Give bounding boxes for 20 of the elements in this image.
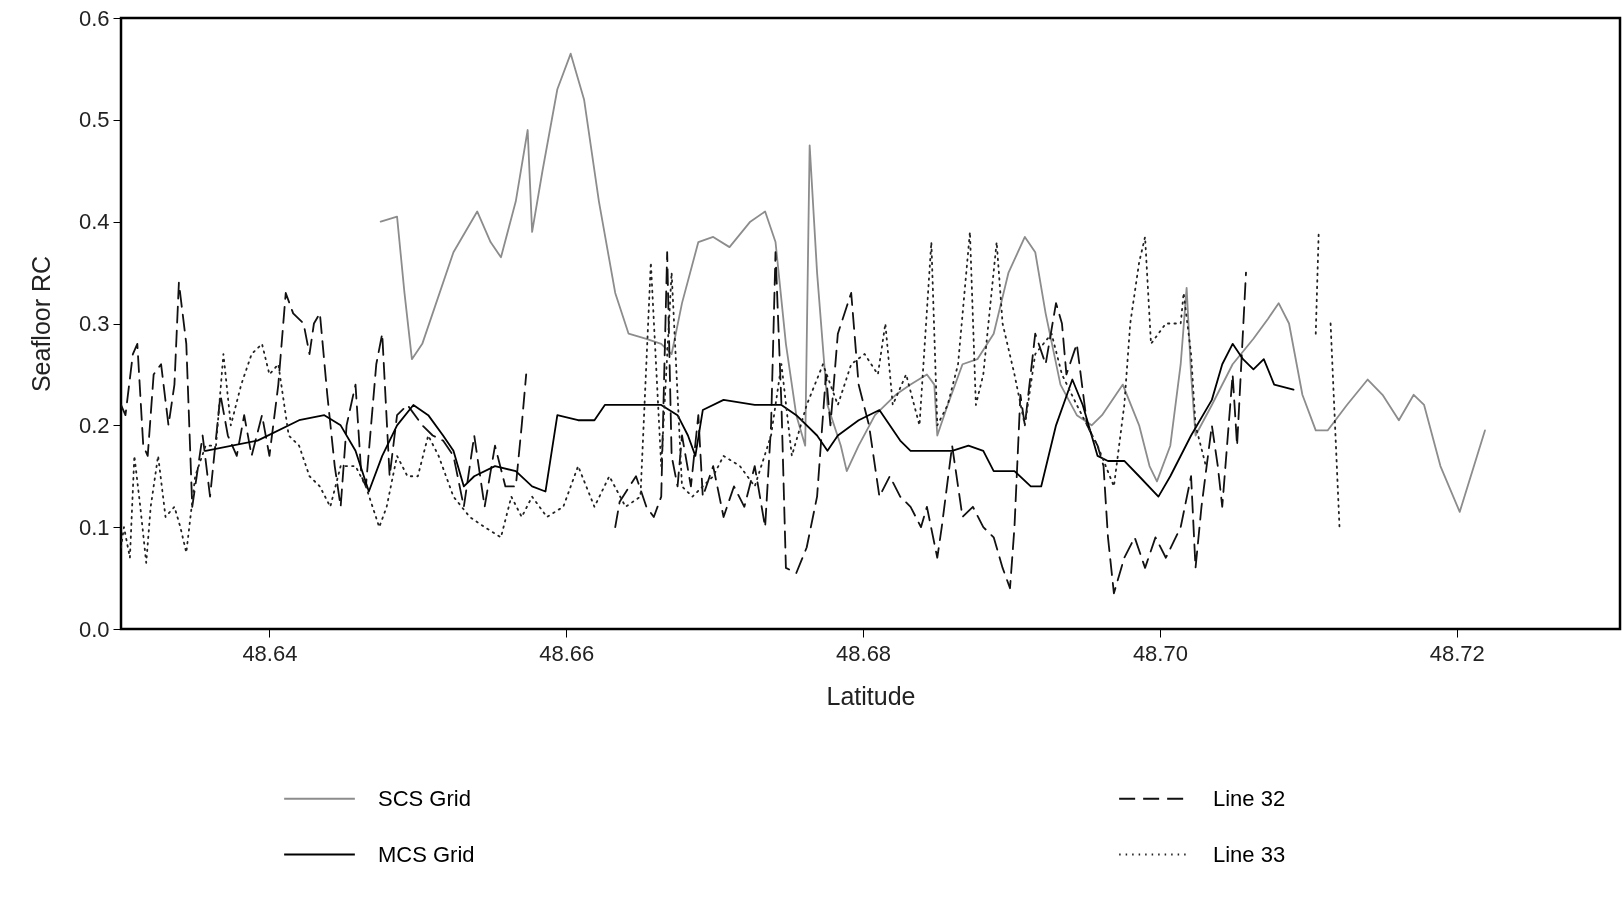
legend-label: MCS Grid bbox=[378, 841, 475, 867]
x-tick-label: 48.64 bbox=[242, 640, 298, 666]
y-axis-title: Seafloor RC bbox=[26, 255, 55, 393]
line-series bbox=[379, 52, 1486, 513]
y-tick-label: 0.4 bbox=[78, 209, 110, 235]
line-series bbox=[204, 342, 1295, 498]
x-tick-label: 48.72 bbox=[1429, 640, 1485, 666]
y-tick-label: 0.3 bbox=[78, 311, 110, 336]
x-axis-title: Latitude bbox=[826, 681, 916, 710]
y-tick-label: 0.6 bbox=[78, 5, 110, 31]
legend-label: Line 32 bbox=[1213, 785, 1286, 811]
legend-label: SCS Grid bbox=[378, 785, 471, 811]
x-tick-label: 48.66 bbox=[539, 640, 595, 666]
y-tick-label: 0.1 bbox=[78, 514, 110, 540]
y-tick-label: 0.0 bbox=[78, 616, 110, 642]
x-tick-label: 48.68 bbox=[836, 640, 892, 666]
legend-label: Line 33 bbox=[1213, 841, 1286, 867]
y-tick-label: 0.5 bbox=[78, 107, 110, 133]
y-tick-label: 0.2 bbox=[78, 412, 110, 438]
x-tick-label: 48.70 bbox=[1132, 640, 1188, 666]
